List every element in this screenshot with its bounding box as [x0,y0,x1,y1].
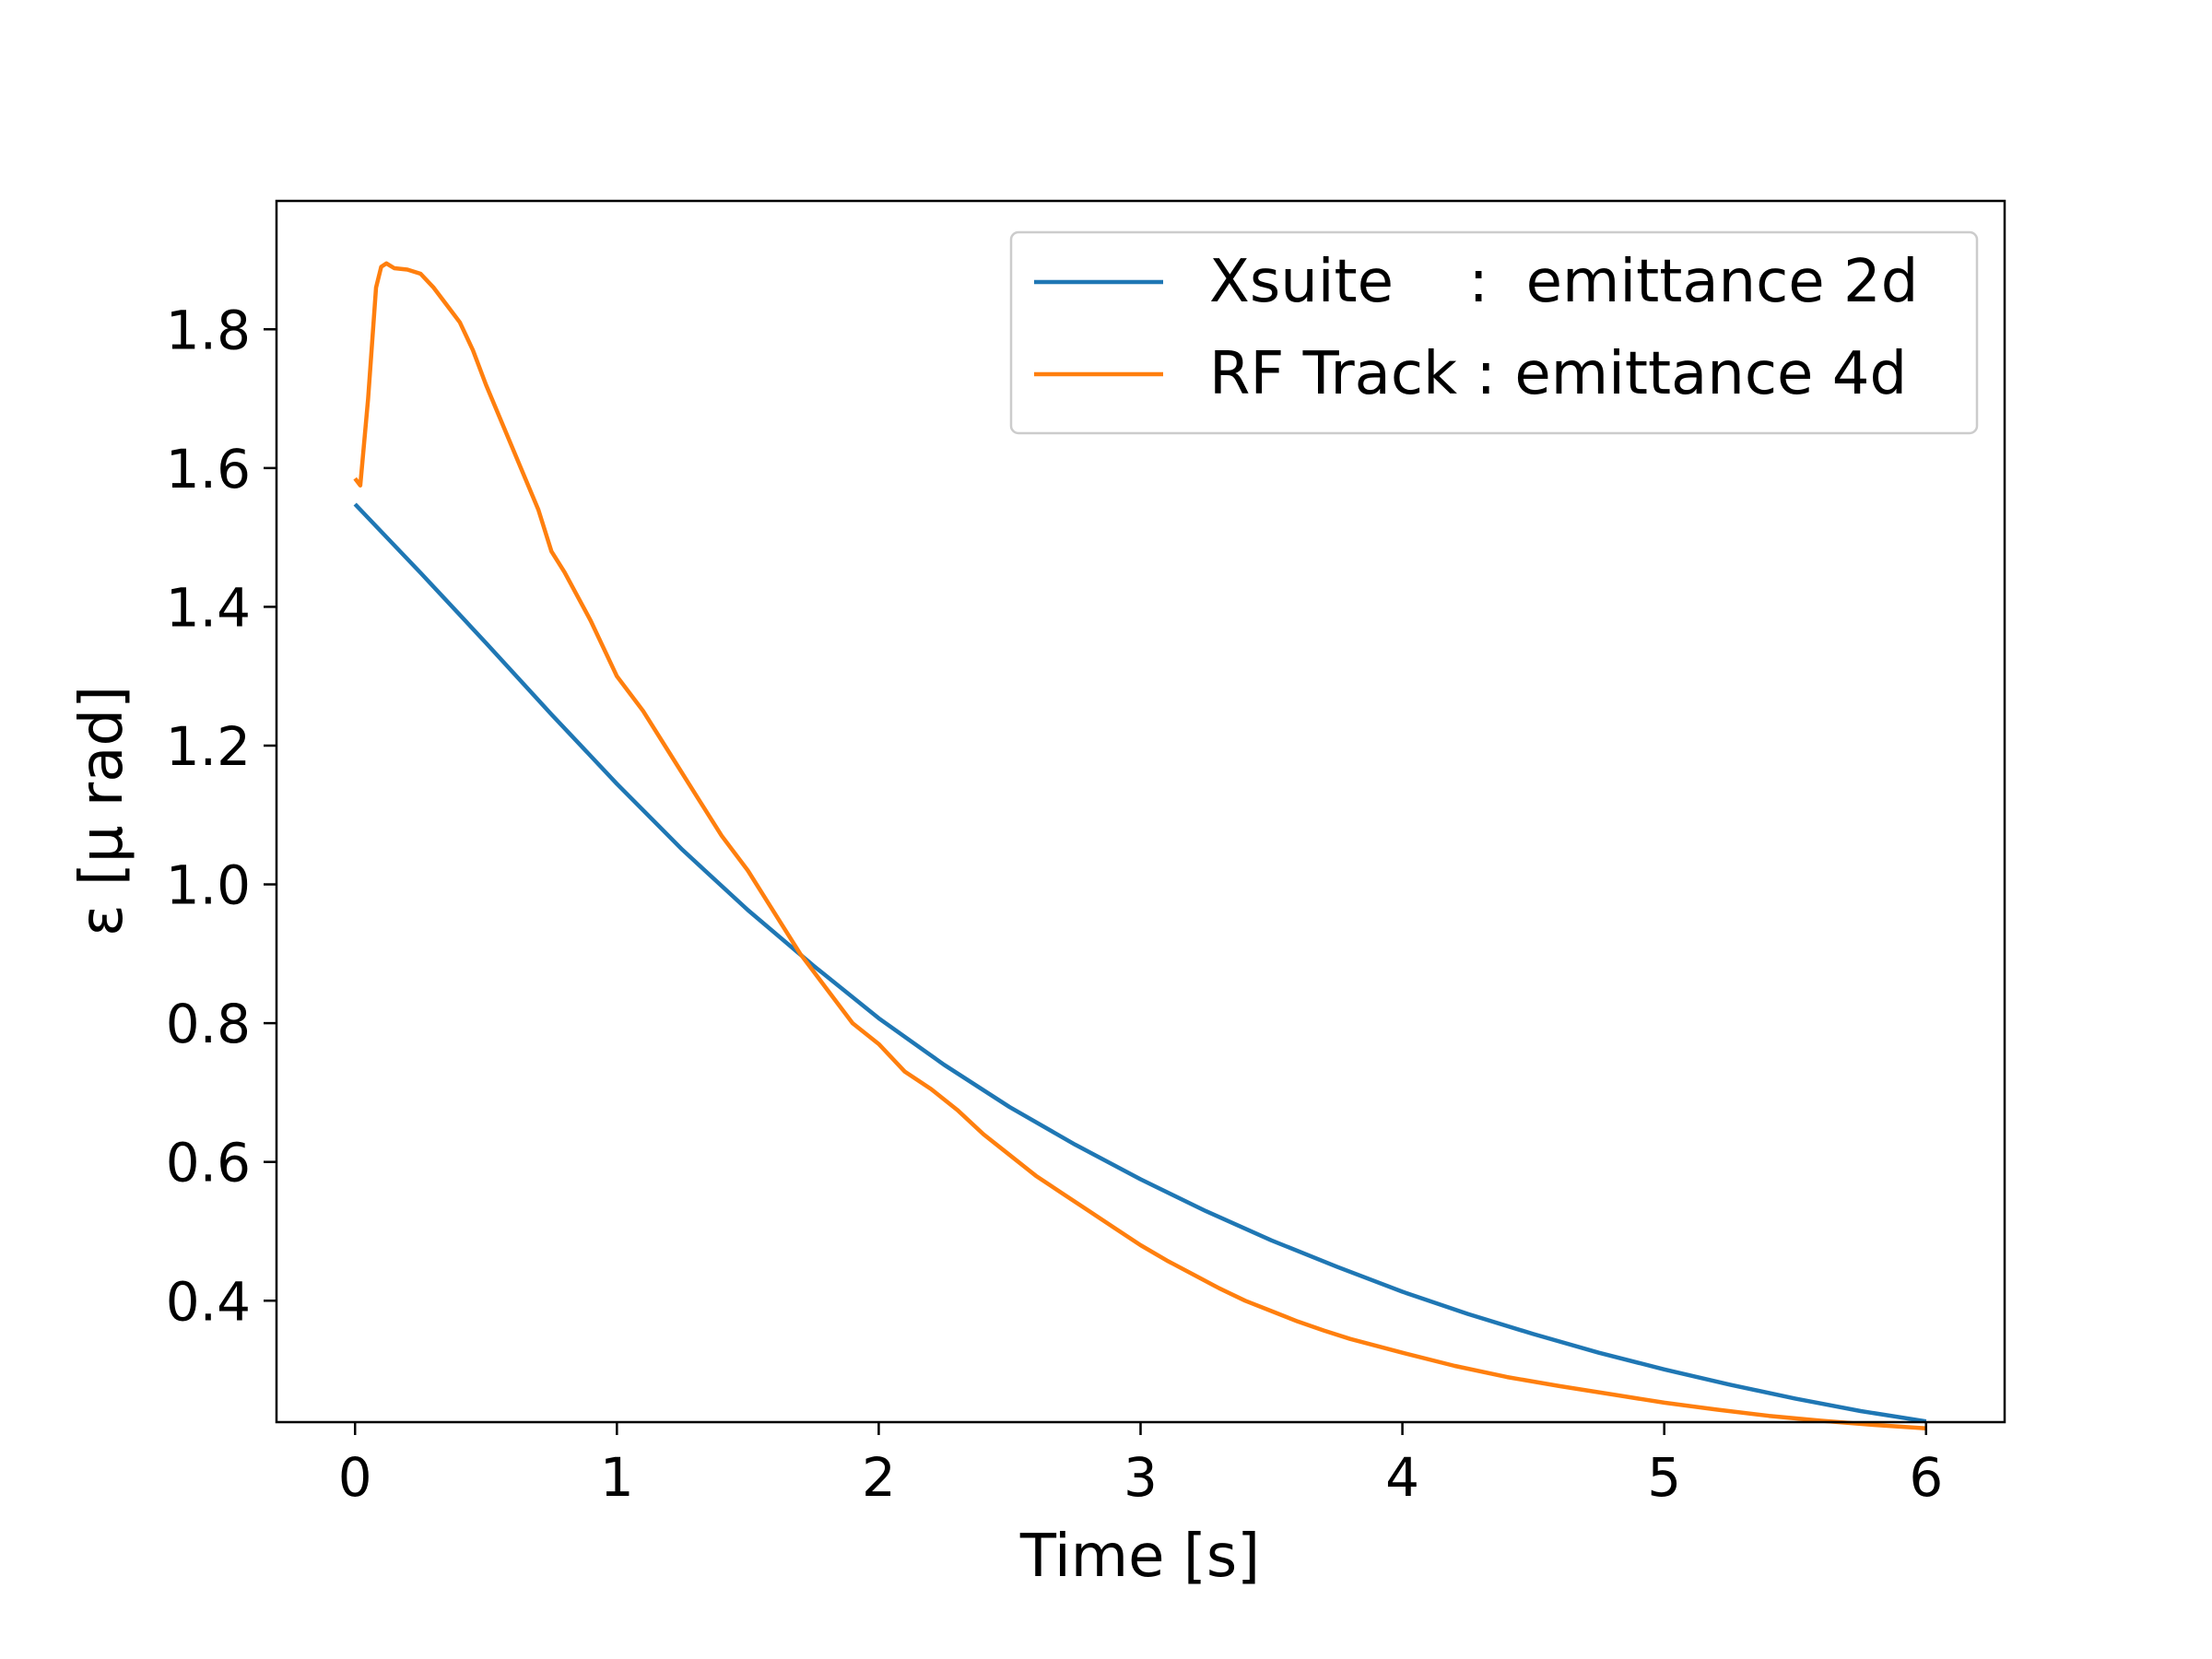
x-tick-label: 2 [862,1446,896,1509]
x-tick-label: 1 [600,1446,634,1509]
series-line-rf-track [353,261,1926,1431]
y-axis-label: ε [μ rad] [68,686,136,936]
legend: Xsuite : emittance 2d RF Track : emittan… [1009,230,1979,435]
y-axis-ticks: 0.4 0.6 0.8 1.0 1.2 1.4 1.6 1.8 [166,299,276,1333]
series-layer [353,261,1927,1431]
legend-label-rf-track: RF Track : emittance 4d [1209,340,1907,408]
x-tick-label: 3 [1124,1446,1158,1509]
y-tick-label: 0.8 [166,993,251,1055]
y-tick-label: 1.0 [166,854,251,917]
y-tick-label: 0.6 [166,1132,251,1194]
y-tick-label: 1.8 [166,299,251,361]
x-tick-label: 5 [1647,1446,1681,1509]
x-tick-label: 4 [1385,1446,1419,1509]
legend-label-xsuite: Xsuite : emittance 2d [1209,248,1918,316]
y-tick-label: 1.4 [166,576,251,639]
y-tick-label: 1.6 [166,438,251,500]
y-tick-label: 0.4 [166,1270,251,1333]
legend-box [1009,230,1979,435]
series-line-xsuite [353,502,1927,1424]
x-tick-label: 6 [1909,1446,1943,1509]
x-axis-ticks: 0 1 2 3 4 5 6 [338,1422,1943,1509]
y-tick-label: 1.2 [166,715,251,778]
x-axis-label: Time [s] [1019,1523,1260,1591]
x-tick-label: 0 [338,1446,372,1509]
